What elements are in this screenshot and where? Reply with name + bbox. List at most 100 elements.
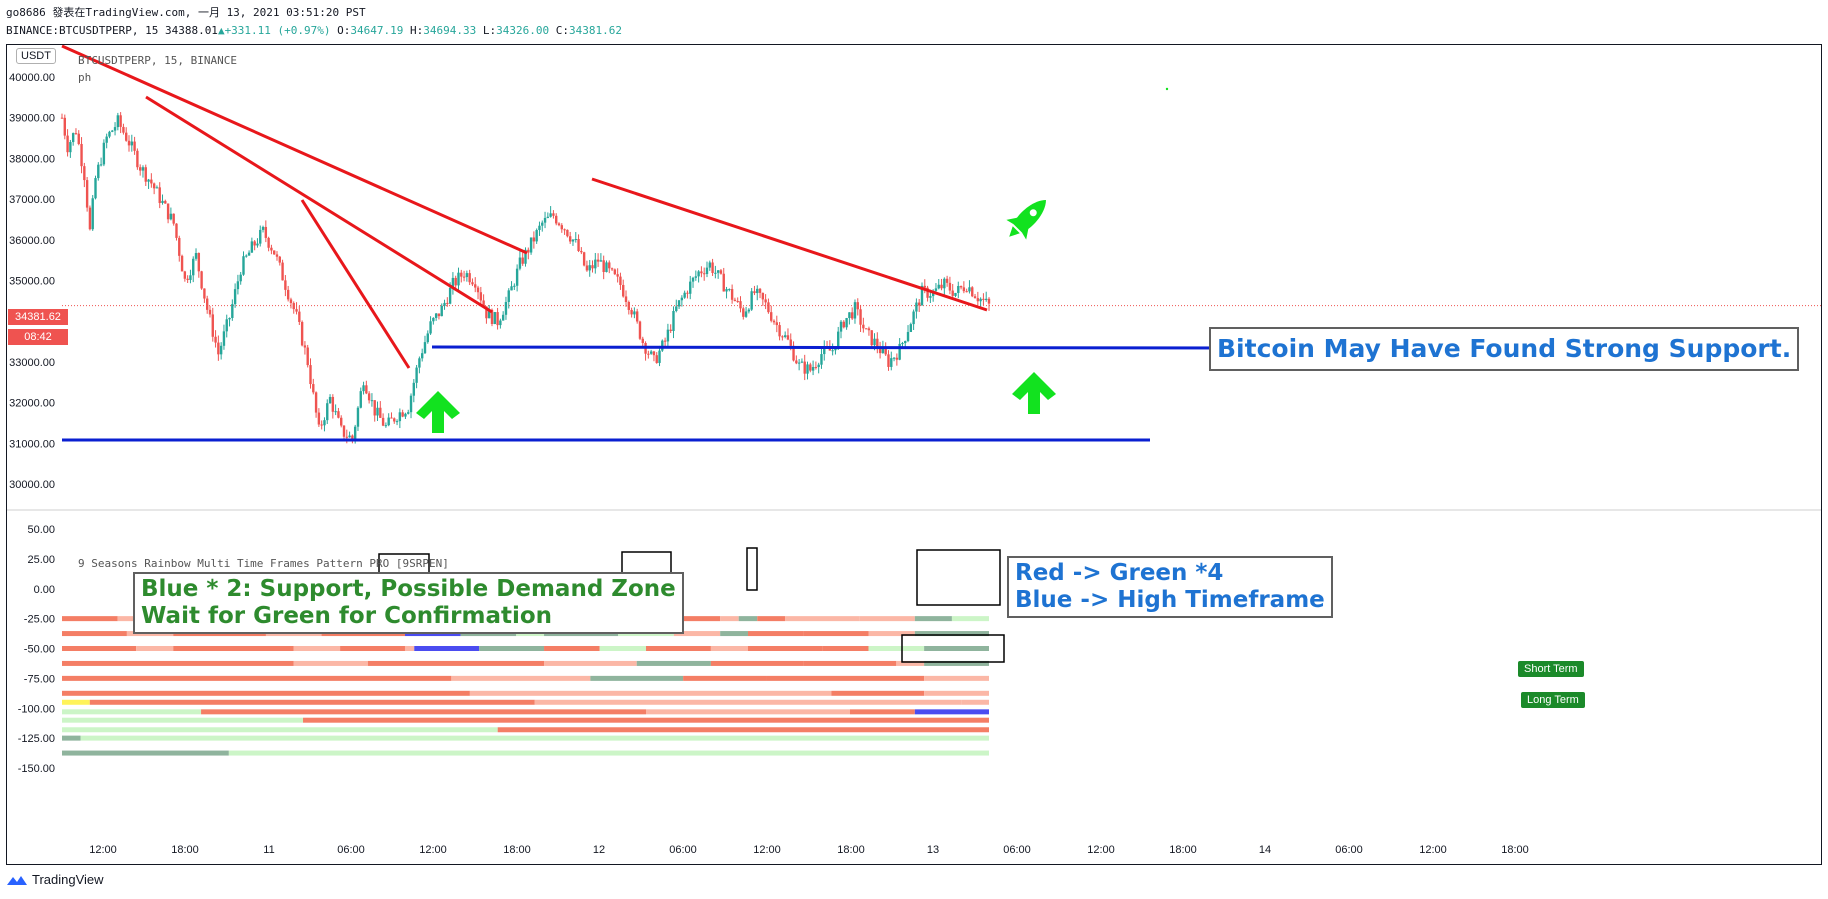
annotation-support-line2: Wait for Green for Confirmation xyxy=(141,603,553,629)
candle-body xyxy=(245,255,248,257)
rainbow-segment xyxy=(646,709,850,715)
indicator-name: 9 Seasons Rainbow Multi Time Frames Patt… xyxy=(78,557,449,570)
annotation-headline[interactable]: Bitcoin May Have Found Strong Support. xyxy=(1209,327,1800,371)
candle-body xyxy=(923,285,926,288)
candle-body xyxy=(895,357,899,360)
candle-body xyxy=(141,167,145,171)
candle-body xyxy=(744,311,748,317)
header-ohlc-line: BINANCE:BTCUSDTPERP, 15 34388.01▲+331.11… xyxy=(6,24,622,37)
price-axis-tick: 32000.00 xyxy=(9,398,55,410)
rainbow-segment xyxy=(868,631,915,637)
candle-body xyxy=(705,267,709,275)
candle-body xyxy=(518,257,522,269)
candle-body xyxy=(739,301,742,309)
candle-body xyxy=(474,284,477,288)
candle-body xyxy=(876,338,879,348)
header-change: +331.11 (+0.97%) xyxy=(224,24,331,37)
candle-body xyxy=(599,260,603,262)
time-axis-tick: 18:00 xyxy=(1501,844,1529,856)
candle-body xyxy=(655,355,658,363)
candle-body xyxy=(161,200,164,204)
candle-body xyxy=(77,133,80,144)
candle-body xyxy=(677,300,681,307)
candle-body xyxy=(309,365,312,385)
trendline xyxy=(61,45,528,255)
chart-frame[interactable]: 40000.00 39000.00 38000.00 37000.00 36000.00… xyxy=(6,44,1822,865)
candle-body xyxy=(803,361,806,374)
candle-body xyxy=(499,320,502,326)
rainbow-segment xyxy=(136,646,174,651)
footer-brand[interactable]: TradingView xyxy=(6,872,104,887)
candle-body xyxy=(186,278,189,280)
candle-body xyxy=(116,115,120,128)
candle-body xyxy=(334,411,337,413)
candle-body xyxy=(175,223,178,238)
candle-body xyxy=(99,164,103,166)
rainbow-segment xyxy=(710,646,748,651)
candle-body xyxy=(965,291,968,293)
candle-body xyxy=(312,384,315,393)
candle-body xyxy=(362,385,365,392)
candle-body xyxy=(384,425,388,427)
candle-body xyxy=(571,239,575,242)
high-label: H: xyxy=(410,24,424,37)
candle-body xyxy=(379,407,382,418)
candle-body xyxy=(873,338,876,346)
annotation-timeframe-note[interactable]: Red -> Green *4 Blue -> High Timeframe xyxy=(1007,556,1333,618)
rainbow-segment xyxy=(757,616,786,622)
candle-body xyxy=(306,347,309,366)
candle-body xyxy=(708,262,711,268)
candle-body xyxy=(298,311,301,322)
candle-body xyxy=(764,299,767,303)
indicator-axis-tick: -150.00 xyxy=(18,763,55,775)
rainbow-segment xyxy=(469,690,832,696)
rainbow-segment xyxy=(173,646,294,651)
candle-body xyxy=(954,292,957,296)
candle-body xyxy=(535,229,538,242)
candle-body xyxy=(97,164,100,179)
unit-badge[interactable]: USDT xyxy=(16,48,56,64)
candle-body xyxy=(532,237,536,242)
short-term-tag[interactable]: Short Term xyxy=(1518,661,1584,677)
candle-body xyxy=(605,262,608,273)
candle-body xyxy=(591,265,594,269)
candle-body xyxy=(781,336,784,338)
long-term-tag[interactable]: Long Term xyxy=(1521,692,1585,708)
candle-body xyxy=(658,350,661,363)
rainbow-segment xyxy=(479,646,545,651)
candle-body xyxy=(242,256,245,275)
candle-body xyxy=(588,265,591,271)
candle-body xyxy=(772,320,776,323)
annotation-support-note[interactable]: Blue * 2: Support, Possible Demand Zone … xyxy=(133,572,684,634)
candle-body xyxy=(582,252,586,266)
candle-body xyxy=(733,299,737,302)
candle-body xyxy=(314,392,318,413)
candle-body xyxy=(482,300,485,307)
candle-body xyxy=(694,276,698,278)
rainbow-segment xyxy=(62,727,498,733)
price-axis-tick: 39000.00 xyxy=(9,113,55,125)
candle-body xyxy=(767,302,770,313)
trendline xyxy=(591,177,988,312)
candle-body xyxy=(820,354,823,365)
candle-body xyxy=(412,382,416,396)
candle-body xyxy=(510,286,513,291)
price-axis-tick: 37000.00 xyxy=(9,194,55,206)
candle-body xyxy=(689,281,692,294)
candle-body xyxy=(555,215,558,224)
chart-canvas[interactable]: 40000.00 39000.00 38000.00 37000.00 36000.00… xyxy=(7,45,1821,864)
candle-body xyxy=(122,126,125,133)
candle-body xyxy=(934,288,938,291)
footer-brand-name: TradingView xyxy=(32,872,104,887)
rainbow-segment xyxy=(822,646,869,651)
candle-body xyxy=(133,141,136,151)
candle-body xyxy=(641,338,644,344)
candle-body xyxy=(602,260,605,273)
candle-body xyxy=(127,140,131,146)
rocket-icon xyxy=(1006,200,1046,240)
candle-body xyxy=(585,265,589,271)
trendline xyxy=(300,199,411,369)
candle-body xyxy=(527,249,530,253)
candle-body xyxy=(152,183,156,189)
candle-body xyxy=(239,274,242,282)
